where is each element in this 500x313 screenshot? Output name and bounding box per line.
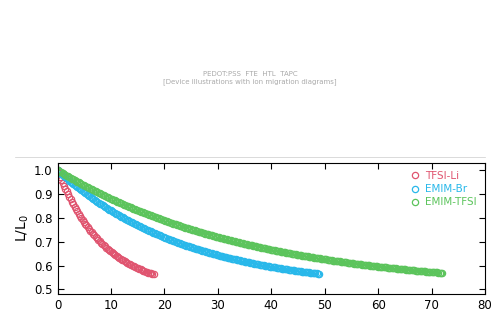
- TFSI-Li: [108, 250, 114, 254]
- Text: PEDOT:PSS  FTE  HTL  TAPC
[Device illustrations with ion migration diagrams]: PEDOT:PSS FTE HTL TAPC [Device illustrat…: [163, 71, 337, 85]
- Line: EMIM-TFSI: EMIM-TFSI: [54, 167, 446, 276]
- EMIM-TFSI: [424, 270, 430, 274]
- EMIM-TFSI: [390, 266, 396, 270]
- EMIM-TFSI: [440, 271, 446, 275]
- TFSI-Li: [54, 168, 60, 172]
- TFSI-Li: [86, 227, 92, 231]
- TFSI-Li: [74, 209, 80, 213]
- EMIM-TFSI: [145, 213, 151, 216]
- TFSI-Li: [150, 273, 156, 276]
- TFSI-Li: [76, 212, 82, 215]
- EMIM-Br: [298, 269, 304, 273]
- EMIM-TFSI: [286, 251, 292, 255]
- EMIM-Br: [73, 184, 79, 188]
- EMIM-Br: [220, 254, 226, 258]
- Line: TFSI-Li: TFSI-Li: [54, 167, 157, 278]
- EMIM-Br: [250, 261, 256, 265]
- EMIM-TFSI: [224, 238, 230, 241]
- EMIM-Br: [283, 267, 289, 271]
- Y-axis label: L/L$_0$: L/L$_0$: [15, 215, 31, 242]
- EMIM-Br: [316, 272, 322, 276]
- EMIM-Br: [89, 196, 95, 200]
- EMIM-TFSI: [60, 171, 66, 175]
- EMIM-Br: [54, 168, 60, 172]
- TFSI-Li: [107, 249, 113, 253]
- Line: EMIM-Br: EMIM-Br: [54, 167, 322, 277]
- EMIM-TFSI: [54, 168, 60, 172]
- Legend: TFSI-Li, EMIM-Br, EMIM-TFSI: TFSI-Li, EMIM-Br, EMIM-TFSI: [406, 168, 480, 210]
- TFSI-Li: [142, 269, 148, 273]
